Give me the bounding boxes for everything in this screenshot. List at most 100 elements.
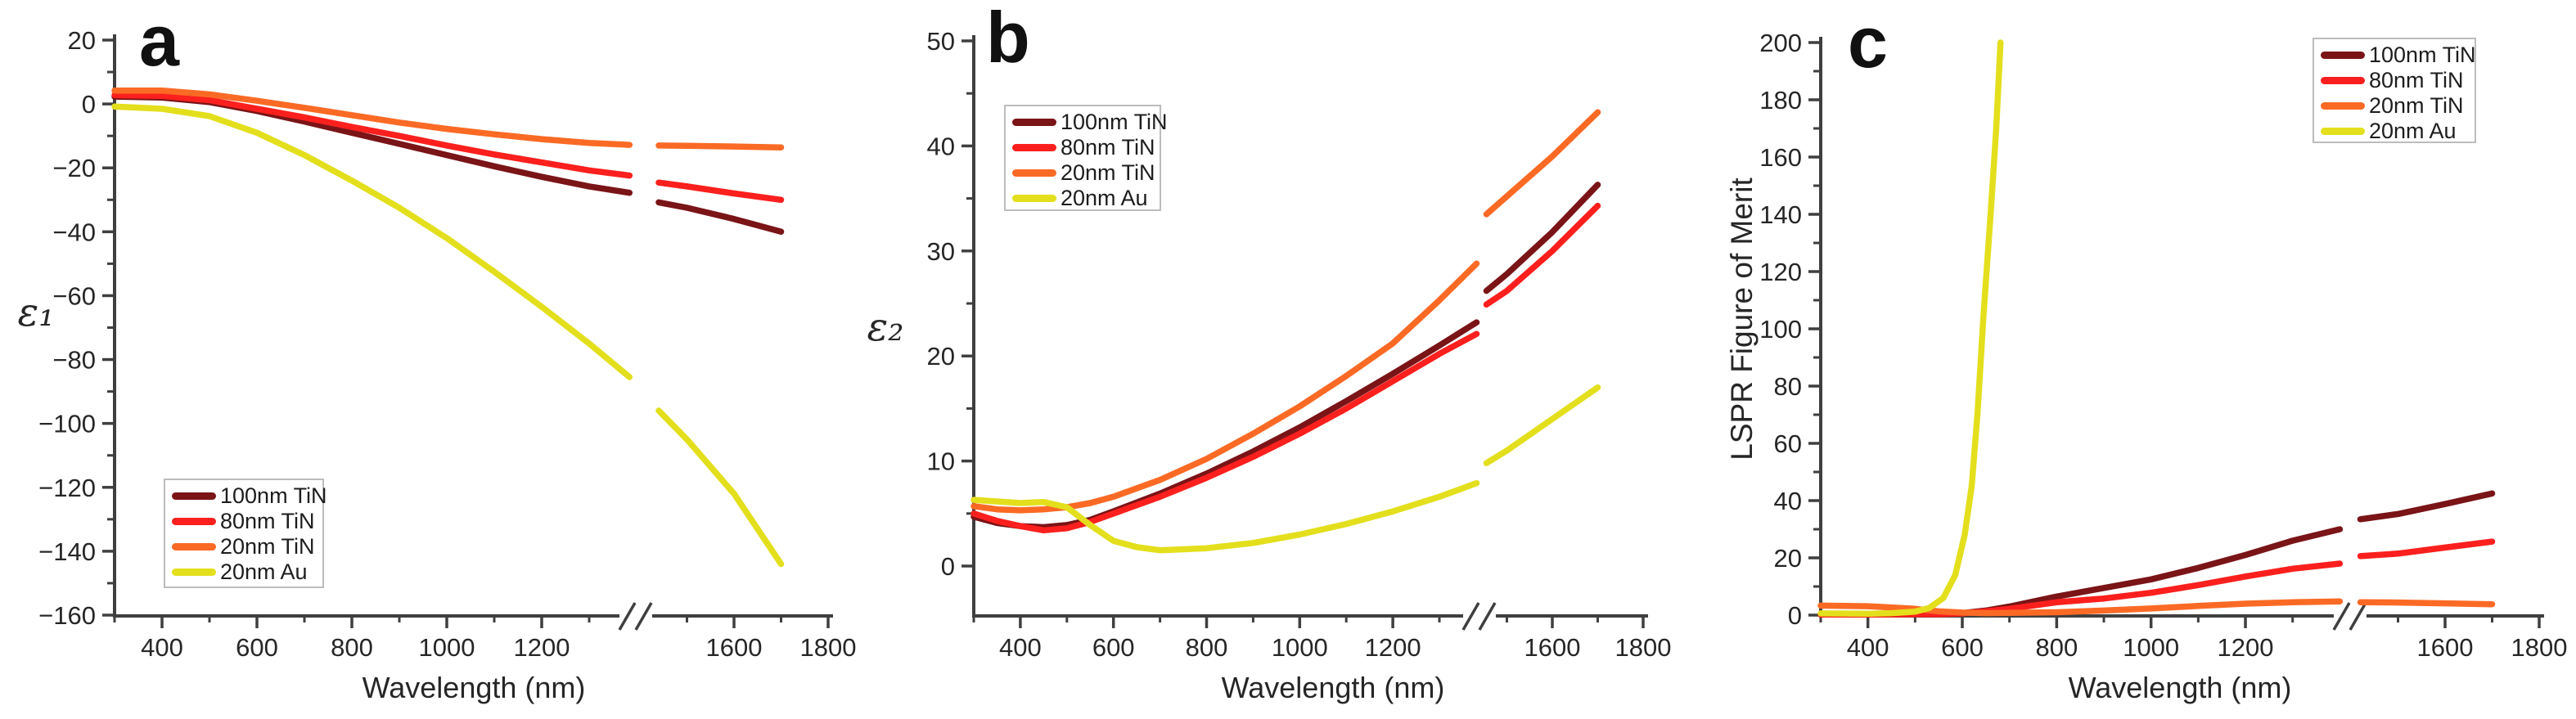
legend-item: 20nm Au	[2321, 119, 2468, 144]
legend-item: 100nm TiN	[1012, 110, 1168, 135]
x-tick-label: 1000	[1272, 633, 1328, 662]
panel-c-legend: 100nm TiN 80nm TiN 20nm TiN 20nm Au	[2313, 38, 2476, 143]
panel-c-x-axis-label: Wavelength (nm)	[2068, 671, 2292, 704]
series-line-80nm-TiN	[2357, 538, 2496, 559]
legend-item-label: 100nm TiN	[2369, 43, 2476, 67]
y-tick-label: 20	[927, 342, 955, 371]
legend-item-label: 20nm TiN	[220, 534, 315, 559]
panel-a-legend: 100nm TiN 80nm TiN 20nm TiN 20nm Au	[164, 479, 327, 588]
y-tick-label: 140	[1759, 200, 1802, 229]
legend-item-label: 80nm TiN	[1061, 135, 1155, 160]
series-line-80nm-TiN	[111, 92, 633, 179]
legend-swatch	[2321, 128, 2365, 135]
panel-b-x-axis-label: Wavelength (nm)	[1221, 671, 1445, 704]
y-tick-label: −60	[52, 281, 96, 310]
legend-swatch	[172, 518, 216, 525]
legend-swatch	[172, 492, 216, 500]
legend-swatch	[172, 568, 216, 576]
y-tick-label: 100	[1759, 315, 1802, 344]
series-line-20nm-TiN	[1483, 109, 1601, 218]
y-tick-label: 30	[927, 237, 955, 266]
x-tick-label: 1000	[2123, 633, 2179, 662]
series-line-80nm-TiN	[655, 179, 785, 204]
series-line-20nm-Au	[655, 407, 785, 568]
x-tick-label: 1000	[419, 633, 475, 662]
series-line-20nm-Au	[111, 103, 633, 380]
series-line-80nm-TiN	[1483, 202, 1601, 308]
panel-a-x-axis-label: Wavelength (nm)	[362, 671, 586, 704]
x-tick-label: 1600	[1524, 633, 1581, 662]
series-line-20nm-TiN	[2357, 599, 2496, 608]
x-tick-label: 1600	[2417, 633, 2474, 662]
series-line-80nm-TiN	[1817, 560, 2344, 618]
legend-item: 100nm TiN	[2321, 43, 2476, 68]
series-line-100nm-TiN	[1483, 182, 1601, 294]
y-tick-label: 80	[1774, 372, 1802, 401]
legend-item: 20nm TiN	[172, 534, 316, 559]
legend-item-label: 20nm Au	[2369, 119, 2457, 143]
panel-b-letter: b	[986, 0, 1030, 78]
y-tick-label: 20	[68, 26, 96, 55]
axis-break-slash	[2332, 602, 2351, 631]
y-tick-label: 200	[1759, 29, 1802, 57]
y-tick-label: −80	[52, 346, 96, 375]
legend-item-label: 80nm TiN	[220, 509, 315, 533]
legend-item: 80nm TiN	[2321, 68, 2468, 93]
y-tick-label: 50	[927, 27, 955, 56]
legend-swatch	[1012, 144, 1056, 151]
legend-item-label: 100nm TiN	[1061, 110, 1168, 134]
series-line-20nm-TiN	[971, 260, 1480, 514]
legend-swatch	[2321, 102, 2365, 110]
legend-item-label: 80nm TiN	[2369, 68, 2464, 92]
legend-item: 80nm TiN	[172, 509, 316, 534]
axis-break-slash	[2349, 602, 2367, 631]
x-tick-label: 400	[1847, 633, 1889, 662]
series-line-100nm-TiN	[2357, 490, 2496, 523]
y-tick-label: 160	[1759, 143, 1802, 172]
panel-a-y-axis-label: ε₁	[17, 290, 55, 335]
panel-b-y-axis-label: ε₂	[867, 304, 904, 350]
y-tick-label: −100	[38, 410, 96, 438]
legend-item: 80nm TiN	[1012, 135, 1155, 160]
y-tick-label: 10	[927, 447, 955, 476]
x-tick-label: 400	[999, 633, 1042, 662]
x-tick-label: 1800	[1615, 633, 1672, 662]
y-tick-label: −20	[52, 154, 96, 182]
y-tick-label: 0	[1788, 601, 1802, 630]
legend-swatch	[2321, 77, 2365, 84]
series-line-20nm-TiN	[111, 87, 633, 148]
x-tick-label: 800	[2035, 633, 2078, 662]
legend-item: 20nm Au	[172, 559, 316, 585]
y-tick-label: 120	[1759, 258, 1802, 286]
x-tick-label: 400	[141, 633, 183, 662]
axis-break-slash	[1461, 602, 1480, 631]
series-line-80nm-TiN	[971, 330, 1480, 534]
panel-b-legend: 100nm TiN 80nm TiN 20nm TiN 20nm Au	[1004, 105, 1168, 211]
legend-swatch	[1012, 169, 1056, 177]
x-tick-label: 1800	[2511, 633, 2568, 662]
y-tick-label: 20	[1774, 544, 1802, 573]
y-tick-label: −120	[38, 474, 96, 502]
legend-item-label: 20nm Au	[220, 559, 308, 584]
axis-break-slash	[1478, 602, 1497, 631]
series-line-20nm-TiN	[655, 142, 785, 151]
x-tick-label: 1200	[1365, 633, 1421, 662]
x-tick-label: 600	[1092, 633, 1135, 662]
legend-item-label: 100nm TiN	[220, 483, 327, 508]
axis-break-slash	[634, 602, 653, 631]
x-tick-label: 1200	[2218, 633, 2274, 662]
axis-break-slash	[618, 602, 637, 631]
x-tick-label: 1600	[706, 633, 763, 662]
x-tick-label: 600	[1941, 633, 1984, 662]
x-tick-label: 600	[236, 633, 278, 662]
y-tick-label: 60	[1774, 429, 1802, 458]
series-line-100nm-TiN	[971, 319, 1480, 531]
panel-a-letter: a	[139, 0, 179, 81]
legend-item-label: 20nm TiN	[2369, 93, 2464, 118]
legend-item-label: 20nm TiN	[1061, 160, 1155, 185]
series-line-20nm-Au	[1817, 39, 2004, 618]
y-tick-label: 0	[941, 552, 955, 581]
series-line-20nm-Au	[1483, 384, 1601, 466]
